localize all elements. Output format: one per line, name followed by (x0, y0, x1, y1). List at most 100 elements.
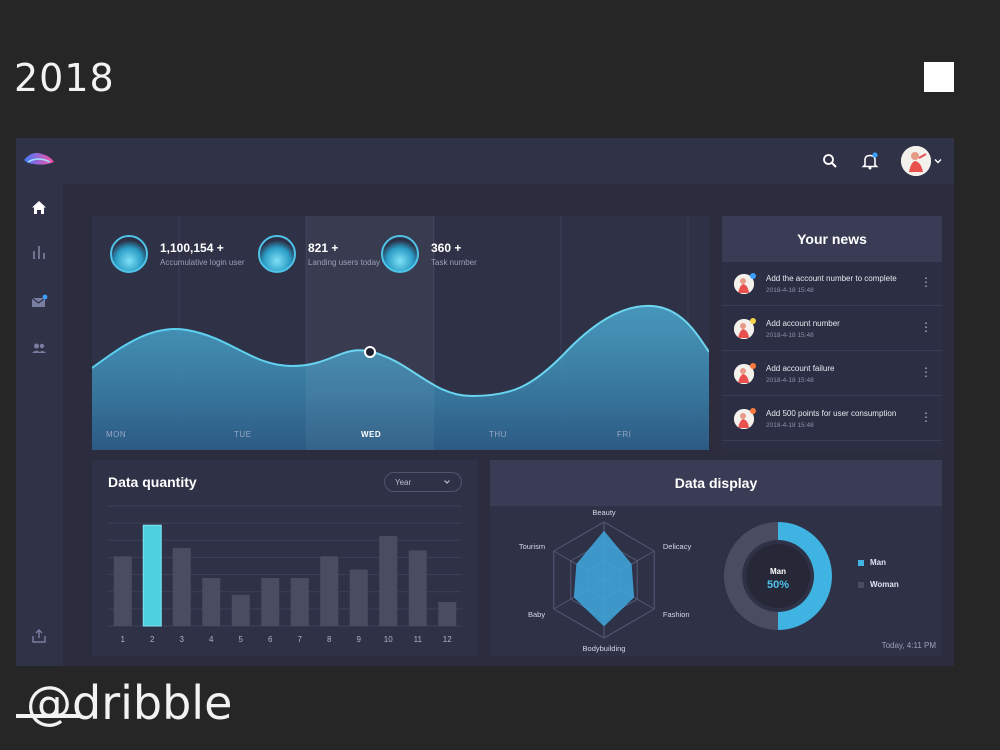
news-item[interactable]: Add account failure 2018-4-18 15:48 ⋮ (722, 352, 942, 396)
bar-8[interactable] (320, 556, 339, 626)
radar-axis-label: Delicacy (663, 542, 692, 551)
day-label-thu[interactable]: THU (489, 430, 507, 439)
bar-tick-label: 9 (357, 635, 362, 644)
watermark: @dribble (26, 676, 233, 730)
bar-chart: 1 2 3 4 5 6 7 8 9 10 11 12 (108, 505, 462, 644)
donut-chart: Man 50% (724, 522, 832, 630)
users-icon (32, 343, 46, 353)
day-label-wed[interactable]: WED (361, 430, 382, 439)
day-label-fri[interactable]: FRI (617, 430, 632, 439)
more-options-icon[interactable]: ⋮ (920, 365, 932, 379)
news-status-dot (750, 363, 756, 369)
period-select[interactable]: Year (384, 472, 462, 492)
search-icon[interactable] (819, 150, 841, 172)
news-avatar (734, 319, 754, 339)
sidebar-item-export[interactable] (29, 626, 49, 646)
news-avatar (734, 274, 754, 294)
sidebar-item-statistics[interactable] (29, 242, 49, 262)
logo-icon (24, 152, 54, 165)
period-select-value: Year (395, 477, 412, 487)
wave-area (92, 305, 709, 450)
data-quantity-title: Data quantity (108, 474, 197, 490)
news-title: Your news (722, 216, 942, 262)
legend-label: Woman (870, 580, 899, 589)
stat-label: Landing users today (308, 258, 381, 267)
news-status-dot (750, 273, 756, 279)
news-item-title: Add the account number to complete (766, 274, 897, 283)
bar-2[interactable] (142, 524, 162, 627)
legend-man: Man (858, 558, 886, 567)
news-item-time: 2018-4-18 15:48 (766, 422, 814, 429)
wave-point[interactable] (364, 346, 376, 358)
stat-landing-users: 821 + Landing users today (258, 234, 380, 274)
more-options-icon[interactable]: ⋮ (920, 275, 932, 289)
news-item[interactable]: Add account number 2018-4-18 15:48 ⋮ (722, 307, 942, 351)
decorative-square (924, 62, 954, 92)
bar-tick-label: 10 (384, 635, 393, 644)
news-item-title: Add account failure (766, 364, 835, 373)
news-item-time: 2018-4-18 15:48 (766, 287, 814, 294)
donut-slice-man[interactable] (778, 522, 832, 630)
bell-icon[interactable] (859, 150, 881, 172)
more-options-icon[interactable]: ⋮ (920, 410, 932, 424)
donut-slice-woman[interactable] (724, 522, 778, 630)
sidebar-item-messages[interactable] (29, 292, 49, 312)
legend-swatch (858, 581, 864, 588)
bar-tick-label: 12 (443, 635, 452, 644)
avatar[interactable] (901, 146, 931, 176)
sidebar (16, 138, 63, 666)
stat-value: 821 + (308, 241, 339, 255)
radar-axis-label: Fashion (663, 610, 690, 619)
stat-value: 360 + (431, 241, 462, 255)
radar-axis-label: Beauty (592, 508, 616, 517)
bar-6[interactable] (261, 578, 280, 626)
bar-10[interactable] (379, 536, 398, 626)
bar-tick-label: 1 (121, 635, 126, 644)
stat-value: 1,100,154 + (160, 241, 224, 255)
sidebar-item-home[interactable] (29, 198, 49, 218)
sidebar-item-users[interactable] (29, 338, 49, 358)
news-avatar (734, 364, 754, 384)
bar-1[interactable] (113, 556, 132, 626)
legend-swatch (858, 559, 864, 566)
day-label-mon[interactable]: MON (106, 430, 127, 439)
news-item-title: Add 500 points for user consumption (766, 409, 897, 418)
bar-tick-label: 7 (298, 635, 303, 644)
news-avatar (734, 409, 754, 429)
stat-orb-icon (110, 235, 148, 273)
traffic-wave-panel: 1,100,154 + Accumulative login user 821 … (92, 216, 709, 450)
chevron-down-icon[interactable] (933, 156, 943, 166)
stat-label: Accumulative login user (160, 258, 245, 267)
wave-line (92, 304, 709, 398)
data-display-title: Data display (490, 460, 942, 506)
news-item[interactable]: Add 500 points for user consumption 2018-… (722, 397, 942, 441)
bar-tick-label: 2 (150, 635, 155, 644)
bar-3[interactable] (172, 548, 191, 626)
bar-4[interactable] (202, 578, 221, 626)
news-item-title: Add account number (766, 319, 840, 328)
mail-icon (31, 294, 48, 307)
bar-tick-label: 3 (180, 635, 185, 644)
bar-7[interactable] (290, 578, 309, 626)
bar-tick-label: 11 (414, 635, 423, 644)
bar-11[interactable] (408, 550, 427, 626)
stat-orb-icon (381, 235, 419, 273)
avatar-image (901, 146, 931, 176)
stat-task-number: 360 + Task number (381, 234, 477, 274)
radar-axis-label: Bodybuilding (583, 644, 626, 653)
radar-area (573, 530, 635, 627)
bar-tick-label: 5 (239, 635, 244, 644)
news-item[interactable]: Add the account number to complete 2018-4… (722, 262, 942, 306)
more-options-icon[interactable]: ⋮ (920, 320, 932, 334)
news-item-time: 2018-4-18 15:48 (766, 377, 814, 384)
day-label-tue[interactable]: TUE (234, 430, 252, 439)
legend-woman: Woman (858, 580, 899, 589)
data-display-panel: Data display Beauty Delicacy Fashion Bodybu… (490, 460, 942, 656)
news-status-dot (750, 318, 756, 324)
bar-9[interactable] (349, 569, 368, 626)
donut-center (746, 544, 810, 608)
bar-12[interactable] (438, 602, 457, 626)
bar-5[interactable] (231, 594, 250, 626)
export-icon (32, 629, 46, 643)
donut-center-label: Man (770, 567, 786, 576)
